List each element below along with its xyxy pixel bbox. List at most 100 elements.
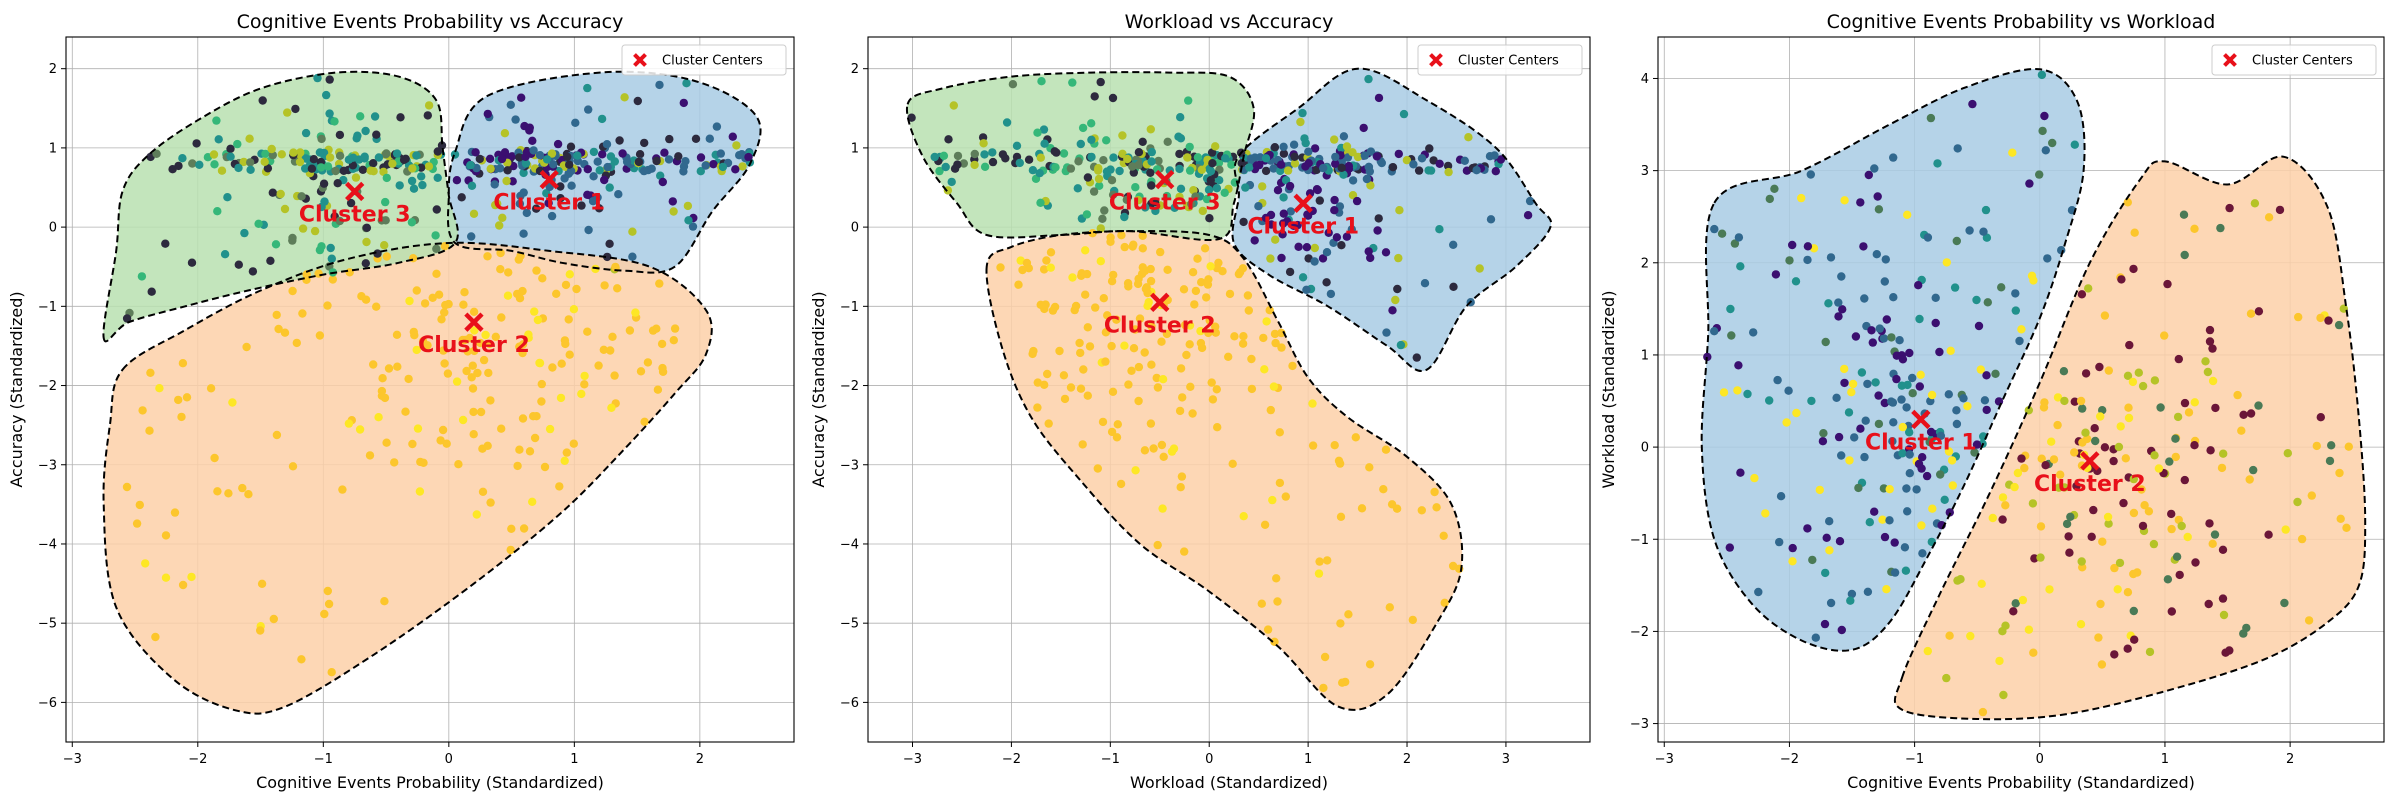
- data-point: [476, 338, 485, 348]
- data-point: [271, 240, 281, 249]
- data-point: [274, 324, 283, 334]
- data-point: [696, 153, 706, 162]
- data-point: [468, 361, 477, 370]
- data-point: [1082, 210, 1092, 219]
- data-point: [2208, 539, 2217, 548]
- data-point: [1147, 360, 1156, 369]
- data-point: [1107, 277, 1117, 286]
- data-point: [393, 362, 402, 371]
- data-point: [2077, 290, 2087, 299]
- data-point: [141, 559, 150, 568]
- data-point: [595, 166, 604, 175]
- data-point: [1279, 142, 1288, 151]
- data-point: [2254, 401, 2263, 410]
- data-point: [525, 447, 535, 456]
- data-point: [1208, 159, 1217, 168]
- data-point: [2173, 412, 2183, 422]
- data-point: [1185, 166, 1195, 175]
- data-point: [239, 157, 248, 167]
- data-point: [2180, 250, 2189, 260]
- data-point: [2125, 340, 2134, 350]
- legend-entry: Cluster Centers: [1458, 54, 1559, 69]
- data-point: [260, 157, 269, 166]
- data-point: [1351, 433, 1361, 442]
- data-point: [1854, 483, 1863, 493]
- data-point: [959, 159, 968, 168]
- data-point: [2030, 554, 2039, 563]
- data-point: [1087, 152, 1096, 162]
- y-tick-label: 2: [851, 62, 859, 77]
- data-point: [1848, 379, 1858, 389]
- data-point: [483, 109, 492, 119]
- region-outline-cluster-1: [1231, 67, 1553, 372]
- data-point: [2334, 320, 2344, 330]
- data-point: [1313, 185, 1322, 195]
- data-point: [953, 151, 963, 161]
- data-point: [1863, 379, 1872, 389]
- data-point: [589, 172, 598, 181]
- data-point: [1237, 159, 1246, 168]
- data-point: [288, 286, 297, 296]
- data-point: [1282, 217, 1292, 226]
- data-point: [1298, 108, 1307, 118]
- data-point: [472, 510, 481, 519]
- data-point: [466, 160, 475, 170]
- data-point: [246, 158, 255, 167]
- legend-box: [1417, 44, 1583, 76]
- data-point: [1443, 161, 1453, 171]
- data-point: [1933, 159, 1942, 168]
- data-point: [470, 346, 479, 356]
- data-point: [1982, 405, 1991, 415]
- x-axis-label: Workload (Standardized): [1130, 773, 1328, 792]
- data-point: [361, 259, 370, 268]
- data-point: [380, 393, 390, 403]
- x-tick-label: 1: [1304, 752, 1312, 767]
- data-point: [1046, 263, 1056, 272]
- data-point: [1464, 133, 1473, 142]
- data-point: [639, 166, 649, 176]
- data-point: [1073, 184, 1083, 193]
- data-point: [1372, 152, 1382, 161]
- region-cluster-1: [1232, 68, 1552, 372]
- data-point: [1102, 167, 1112, 176]
- x-tick-label: 2: [2286, 752, 2294, 767]
- data-point: [1944, 390, 1954, 399]
- data-point: [2137, 485, 2146, 494]
- data-point: [1175, 406, 1185, 416]
- data-point: [301, 164, 310, 173]
- data-point: [643, 358, 653, 367]
- data-point: [1266, 254, 1275, 263]
- data-point: [1898, 422, 1908, 432]
- data-point: [1870, 164, 1879, 173]
- data-point: [316, 163, 326, 172]
- data-point: [1952, 236, 1962, 246]
- data-point: [506, 100, 515, 110]
- data-point: [1181, 320, 1190, 330]
- data-point: [1197, 278, 1206, 287]
- data-point: [206, 384, 216, 393]
- data-point: [1872, 250, 1882, 259]
- data-point: [1460, 156, 1470, 165]
- data-point: [2018, 595, 2028, 605]
- data-point: [640, 138, 649, 148]
- data-point: [655, 279, 664, 288]
- data-point: [1177, 472, 1187, 481]
- data-point: [2179, 210, 2189, 219]
- data-point: [135, 500, 144, 510]
- data-point: [1094, 174, 1104, 184]
- data-point: [468, 384, 478, 393]
- data-point: [1357, 504, 1367, 513]
- data-point: [564, 315, 573, 324]
- data-point: [2283, 449, 2292, 458]
- data-point: [1430, 487, 1439, 497]
- data-point: [248, 267, 258, 276]
- data-point: [326, 243, 335, 253]
- data-point: [2180, 398, 2190, 408]
- data-point: [257, 579, 267, 588]
- data-point: [335, 130, 345, 140]
- data-point: [622, 157, 632, 166]
- data-point: [565, 270, 574, 279]
- data-point: [440, 359, 449, 368]
- data-point: [1861, 416, 1870, 425]
- cluster-center-marker: [1150, 292, 1170, 313]
